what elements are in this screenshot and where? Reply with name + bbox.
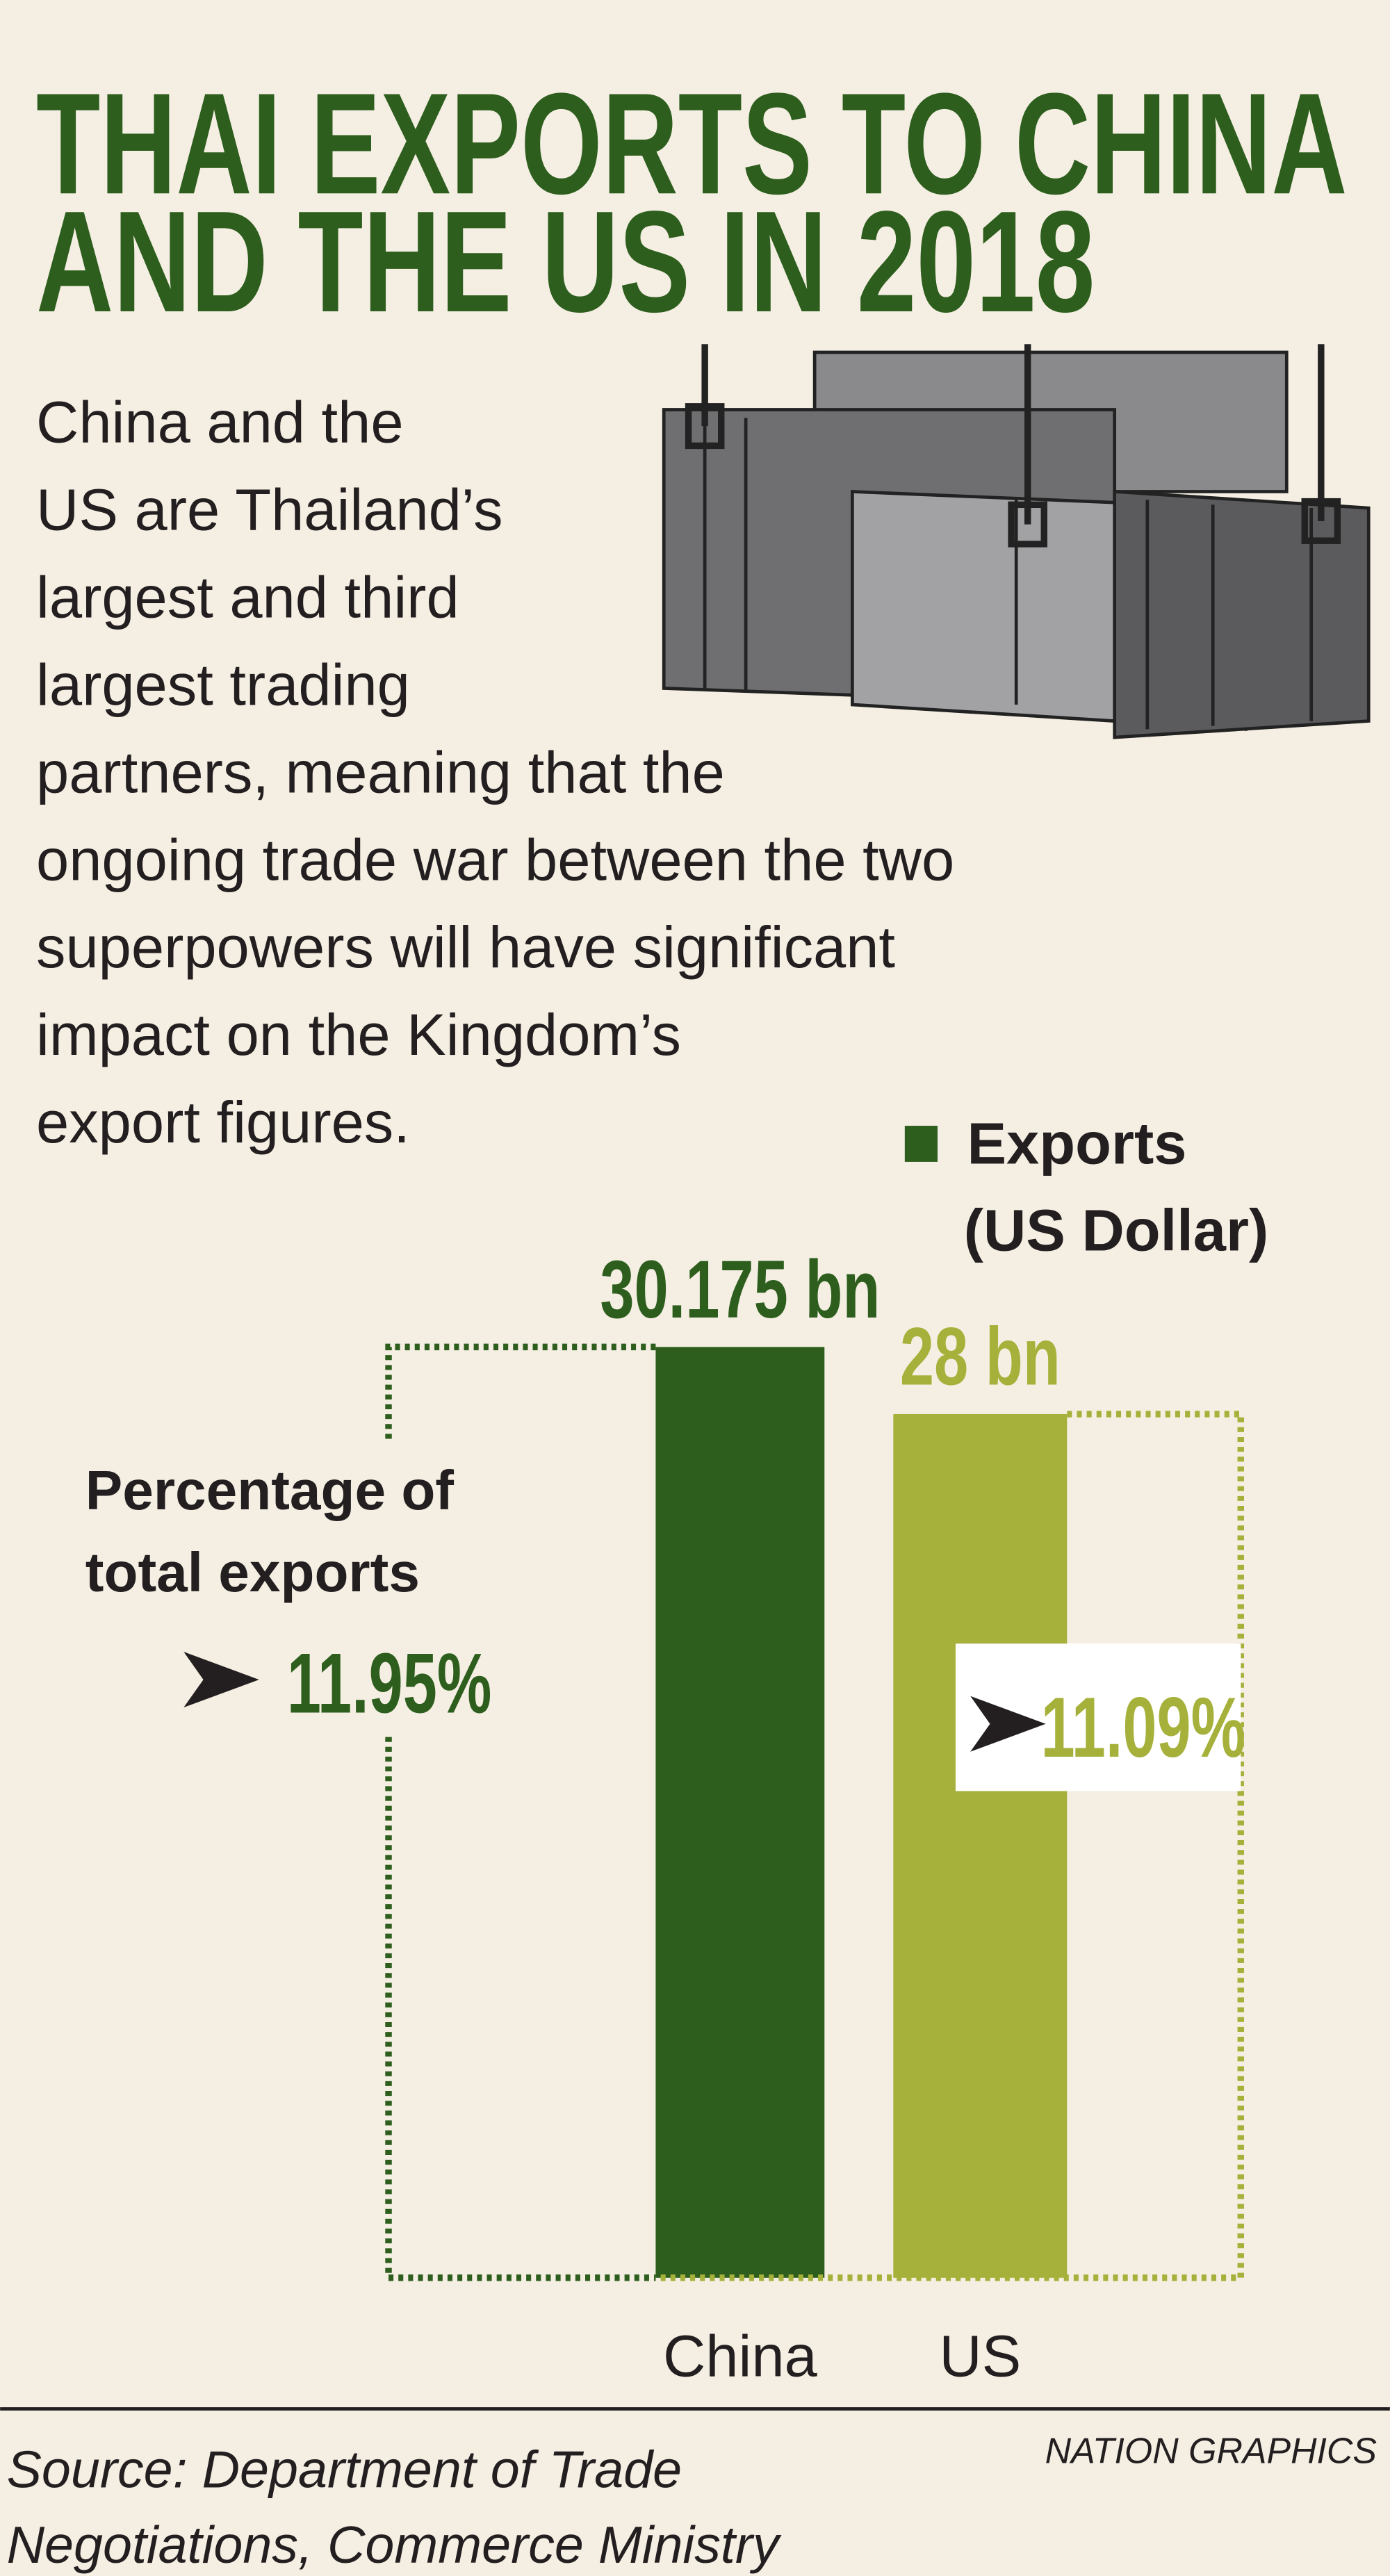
chart-title: THAI EXPORTS TO CHINA — [36, 63, 1348, 224]
axis-unit: (US Dollar) — [964, 1197, 1269, 1263]
share-label-box: Percentage of total exports — [85, 1460, 455, 1605]
description-line: largest trading — [36, 651, 410, 717]
description-line: impact on the Kingdom’s — [36, 1001, 681, 1067]
description-line: largest and third — [36, 564, 459, 630]
value-label: 30.175 bn — [600, 1245, 880, 1336]
description-line: ongoing trade war between the two — [36, 826, 954, 892]
bracket — [385, 1343, 656, 2281]
value-label: 28 bn — [900, 1311, 1061, 1402]
legend-label: Exports — [967, 1110, 1186, 1176]
source-line: Negotiations, Commerce Ministry — [7, 2516, 782, 2574]
share-label: Percentage of total exports — [85, 1460, 455, 1605]
bar — [655, 1347, 825, 2278]
legend-swatch — [904, 1126, 938, 1162]
x-tick-label: China — [663, 2322, 818, 2388]
chart-title: AND THE US IN 2018 — [36, 181, 1095, 342]
source-line: Source: Department of Trade — [7, 2440, 682, 2499]
description-line: partners, meaning that the — [36, 739, 725, 805]
description-line: US are Thailand’s — [36, 477, 503, 543]
share-value: 11.95% — [287, 1635, 492, 1731]
bar — [893, 1413, 1068, 2278]
share-value: 11.09% — [1041, 1680, 1246, 1775]
container-illustration — [662, 344, 1371, 739]
share-arrow — [183, 1652, 259, 1708]
description-line: superpowers will have significant — [36, 914, 895, 980]
share-arrow — [970, 1696, 1046, 1752]
x-tick-label: US — [939, 2322, 1021, 2388]
description-line: export figures. — [36, 1089, 410, 1155]
bracket — [655, 1411, 1244, 2281]
description-line: China and the — [36, 389, 404, 455]
credit: NATION GRAPHICS — [1045, 2430, 1377, 2470]
